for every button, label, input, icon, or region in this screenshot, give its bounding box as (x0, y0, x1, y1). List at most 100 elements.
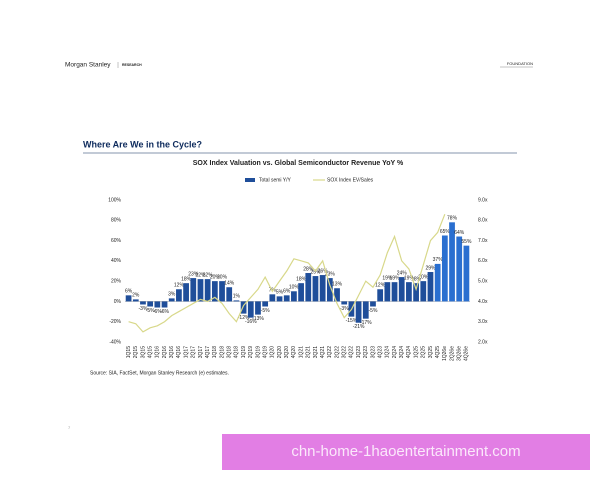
bar-label: -5% (261, 308, 270, 314)
x-tick-label: 2Q26e (449, 346, 455, 361)
x-tick-label: 3Q17 (198, 346, 204, 358)
bar-label: 18% (296, 276, 307, 282)
x-tick-label: 4Q16 (176, 346, 182, 358)
bar-label: 6% (283, 289, 291, 295)
bar-label: 18% (181, 276, 192, 282)
x-tick-label: 2Q22 (334, 346, 340, 358)
x-tick-label: 3Q15 (140, 346, 146, 358)
bar (326, 278, 333, 302)
legend-label: SOX Index EV/Sales (327, 177, 374, 183)
bar-label: -6% (160, 309, 169, 315)
bar-label: -21% (353, 324, 365, 330)
bar-label: -15% (346, 318, 358, 324)
bar (269, 294, 276, 302)
bar-label: 25% (310, 269, 321, 275)
bar (204, 279, 211, 302)
x-tick-label: 3Q24 (399, 346, 405, 358)
bar-label: 12% (174, 283, 185, 289)
bar-label: 65% (440, 229, 451, 235)
bar-label: 10% (289, 285, 300, 291)
x-tick-label: 4Q15 (147, 346, 153, 358)
x-tick-label: 2Q16 (162, 346, 168, 358)
bar-label: -6% (153, 309, 162, 315)
slide-title: Where Are We in the Cycle? (83, 139, 202, 149)
y2-tick-label: 4.0x (478, 299, 488, 305)
bar (190, 278, 197, 302)
bar (147, 301, 154, 307)
bar-label: 20% (210, 274, 221, 280)
bar-label: 19% (390, 275, 401, 281)
bar (312, 276, 319, 302)
bar-label: 37% (433, 257, 444, 263)
bar (283, 295, 290, 302)
bar (413, 283, 419, 302)
bar-label: 26% (318, 268, 329, 274)
line (128, 213, 446, 333)
x-tick-label: 1Q17 (183, 346, 189, 358)
bar (370, 301, 376, 307)
bar (240, 301, 247, 314)
bar-label: 29% (425, 265, 436, 271)
bar (341, 301, 348, 305)
page-number: 7 (68, 425, 71, 430)
bar-label: 64% (454, 230, 465, 236)
bar (377, 289, 384, 302)
x-tick-label: 2Q15 (133, 346, 139, 358)
bar (211, 281, 218, 302)
y2-tick-label: 5.0x (478, 278, 488, 284)
bar-label: 14% (224, 281, 235, 287)
x-tick-label: 4Q26e (464, 346, 470, 361)
bar (420, 281, 427, 302)
x-tick-label: 3Q26e (457, 346, 463, 361)
x-tick-label: 4Q20 (291, 346, 297, 358)
bar (140, 301, 146, 305)
bar-label: 20% (418, 274, 429, 280)
bar-label: -3% (340, 306, 349, 312)
bar-label: -16% (245, 319, 257, 325)
x-tick-label: 1Q23 (356, 346, 362, 358)
bar-label: 22% (203, 272, 214, 278)
bar-label: 24% (397, 270, 408, 276)
x-tick-label: 4Q17 (205, 346, 211, 358)
bar-label: 5% (276, 290, 284, 296)
bar (161, 301, 168, 308)
x-tick-label: 1Q21 (298, 346, 304, 358)
legend-swatch (245, 178, 255, 182)
bar-label: 3% (168, 292, 176, 298)
y2-tick-label: 3.0x (478, 319, 488, 325)
bar-label: 2% (132, 293, 140, 299)
bar (226, 287, 233, 302)
y-tick-label: -20% (109, 319, 121, 325)
x-tick-label: 2Q19 (248, 346, 254, 358)
x-tick-label: 2Q20 (277, 346, 283, 358)
x-tick-label: 3Q22 (342, 346, 348, 358)
overlay-text: chn-home-1haoentertainment.com (291, 443, 520, 460)
bar (463, 245, 470, 302)
x-tick-label: 4Q18 (234, 346, 240, 358)
x-tick-label: 3Q20 (284, 346, 290, 358)
bar (233, 300, 240, 302)
bar (255, 301, 261, 315)
chart-title: SOX Index Valuation vs. Global Semicondu… (193, 160, 404, 167)
bar (219, 281, 225, 302)
bar-label: 6% (125, 289, 133, 295)
bar (441, 235, 448, 302)
bar (247, 301, 254, 318)
bar (427, 272, 434, 302)
y-tick-label: 80% (111, 218, 122, 224)
x-tick-label: 1Q19 (241, 346, 247, 358)
tag: FOUNDATION (507, 61, 533, 66)
brand: Morgan Stanley (65, 62, 111, 69)
bar-label: -5% (369, 308, 378, 314)
bar-label: -12% (238, 315, 250, 321)
division: RESEARCH (122, 63, 142, 67)
bar (197, 279, 204, 302)
x-tick-label: 3Q19 (255, 346, 261, 358)
x-tick-label: 2Q21 (306, 346, 312, 358)
x-tick-label: 4Q25 (435, 346, 441, 358)
bar (362, 301, 369, 319)
y-tick-label: 20% (111, 278, 122, 284)
y2-tick-label: 9.0x (478, 197, 488, 203)
overlay-box (222, 434, 590, 470)
x-tick-label: 1Q25 (413, 346, 419, 358)
